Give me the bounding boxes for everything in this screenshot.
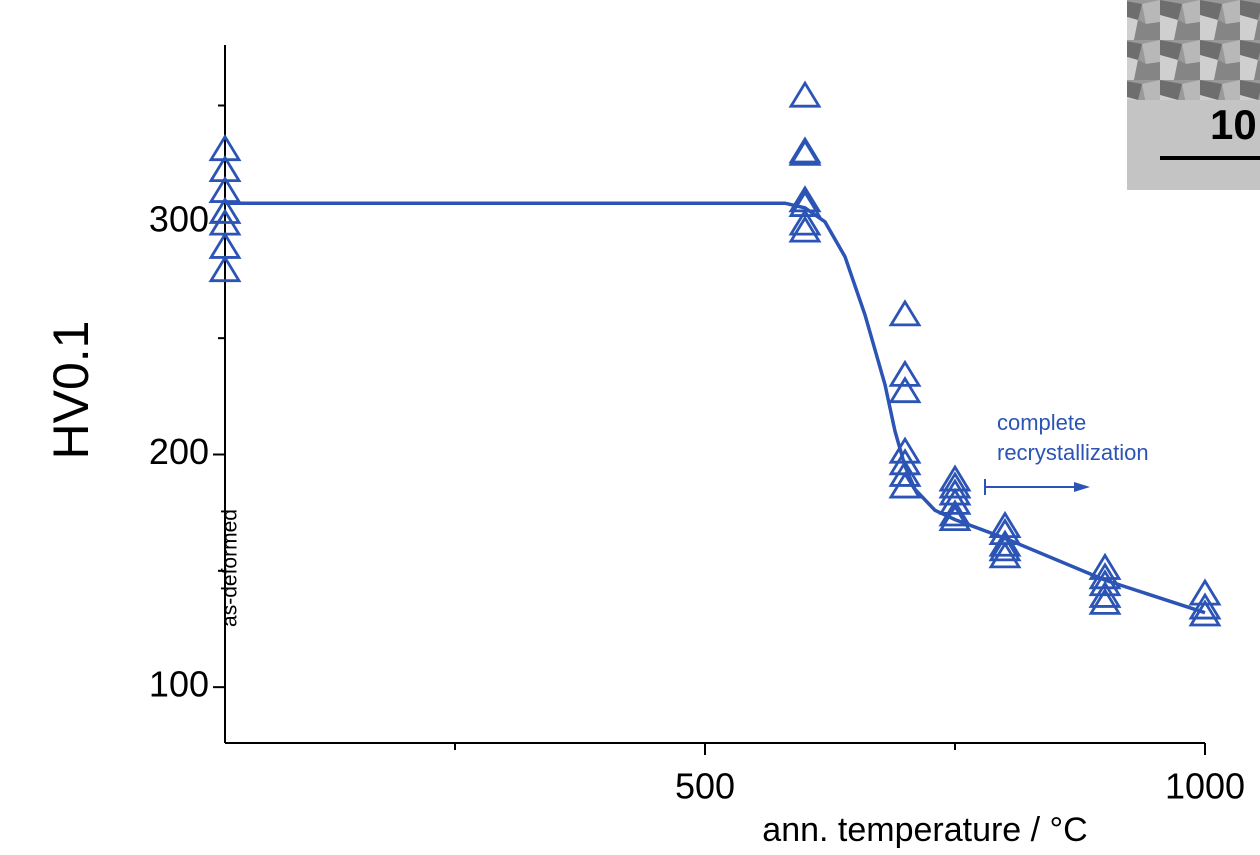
annotation: recrystallization <box>997 440 1149 465</box>
y-tick-label: 200 <box>149 431 209 472</box>
y-axis-label: HV0.1 <box>43 321 99 460</box>
data-point <box>1188 599 1222 627</box>
as-deformed-label: as-deformed <box>219 509 242 627</box>
data-point <box>988 541 1022 569</box>
data-point <box>888 459 922 487</box>
x-tick-label: 500 <box>675 766 735 807</box>
data-point <box>208 196 242 224</box>
data-point <box>1088 580 1122 608</box>
y-tick-label: 300 <box>149 198 209 239</box>
x-tick-label: 1000 <box>1165 766 1245 807</box>
data-point <box>988 529 1022 557</box>
data-point <box>988 534 1022 562</box>
data-point <box>788 208 822 236</box>
y-tick-label: 100 <box>149 664 209 705</box>
inset-image: 10 <box>1127 0 1260 190</box>
data-point <box>938 499 972 527</box>
data-point <box>788 215 822 243</box>
data-point <box>888 375 922 404</box>
data-point <box>1088 552 1122 580</box>
data-point <box>1188 592 1222 620</box>
data-point <box>1088 587 1122 615</box>
data-point <box>938 471 972 499</box>
data-point <box>888 471 922 499</box>
data-point <box>938 487 972 515</box>
annotation: complete <box>997 410 1086 435</box>
data-point <box>1088 569 1122 597</box>
data-point <box>208 254 242 283</box>
x-axis-label: ann. temperature / °C <box>762 811 1087 849</box>
fit-line <box>225 201 1206 615</box>
data-point <box>888 359 922 387</box>
annotation-arrow <box>984 479 1090 495</box>
inset-label: 10 <box>1210 101 1257 148</box>
data-point <box>788 80 822 108</box>
data-point <box>888 299 922 327</box>
data-point <box>788 138 822 166</box>
data-point <box>938 503 972 532</box>
